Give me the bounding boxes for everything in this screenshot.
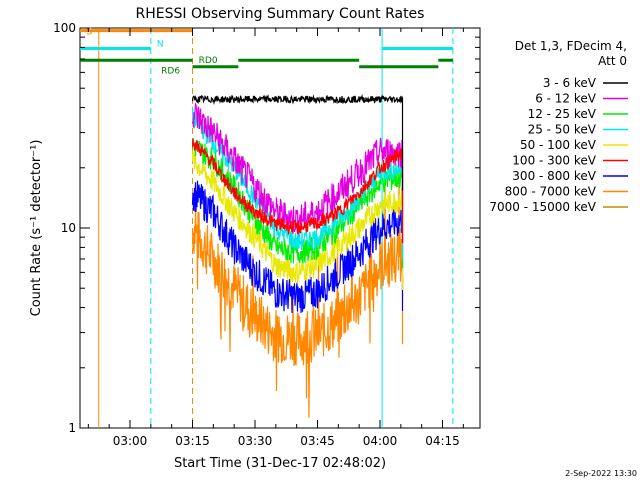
legend-entry-label: 25 - 50 keV (528, 123, 597, 137)
decimation-label: RD0 (199, 56, 218, 66)
legend-entry-label: 50 - 100 keV (520, 138, 597, 152)
legend-header: Att 0 (598, 54, 627, 68)
legend-header: Det 1,3, FDecim 4, (515, 39, 627, 53)
axes-layer: 03:00 03:15 03:30 03:45 04:00 04:15 1 10 100 (53, 21, 480, 448)
series-line-5 (191, 138, 404, 236)
x-tick-label: 03:45 (300, 434, 335, 448)
x-tick-label: 03:00 (113, 434, 148, 448)
legend-entry-label: 3 - 6 keV (543, 76, 597, 90)
y-tick-label: 1 (68, 421, 76, 435)
y-axis-label: Count Rate (s⁻¹ detector⁻¹) (29, 140, 44, 317)
legend-entry-label: 12 - 25 keV (528, 107, 597, 121)
chart-title: RHESSI Observing Summary Count Rates (136, 6, 425, 22)
legend: Det 1,3, FDecim 4,Att 03 - 6 keV 6 - 12 k… (489, 39, 628, 214)
y-tick-label: 100 (53, 21, 76, 35)
series-line-0 (191, 93, 403, 106)
saa-label: S (86, 27, 92, 38)
legend-entry-label: 800 - 7000 keV (505, 185, 597, 199)
series-line-4 (191, 150, 404, 284)
x-axis-label: Start Time (31-Dec-17 02:48:02) (174, 456, 386, 471)
legend-entry-label: 7000 - 15000 keV (489, 200, 596, 214)
series-layer (191, 93, 404, 418)
night-label: N (157, 39, 164, 49)
decimation-label: RD6 (161, 67, 180, 77)
y-tick-label: 10 (61, 221, 76, 235)
footer-date: 2-Sep-2022 13:30 (565, 469, 637, 478)
annotation-layer: S N RD0 RD6 (80, 27, 454, 428)
x-tick-label: 03:15 (175, 434, 210, 448)
x-tick-label: 04:00 (363, 434, 398, 448)
x-tick-label: 04:15 (425, 434, 460, 448)
legend-entry-label: 6 - 12 keV (535, 92, 597, 106)
series-line-6 (191, 180, 404, 314)
legend-entry-label: 300 - 800 keV (512, 169, 596, 183)
series-line-7 (191, 173, 404, 418)
x-tick-label: 03:30 (238, 434, 273, 448)
series-line-1 (191, 102, 404, 235)
legend-entry-label: 100 - 300 keV (512, 154, 596, 168)
